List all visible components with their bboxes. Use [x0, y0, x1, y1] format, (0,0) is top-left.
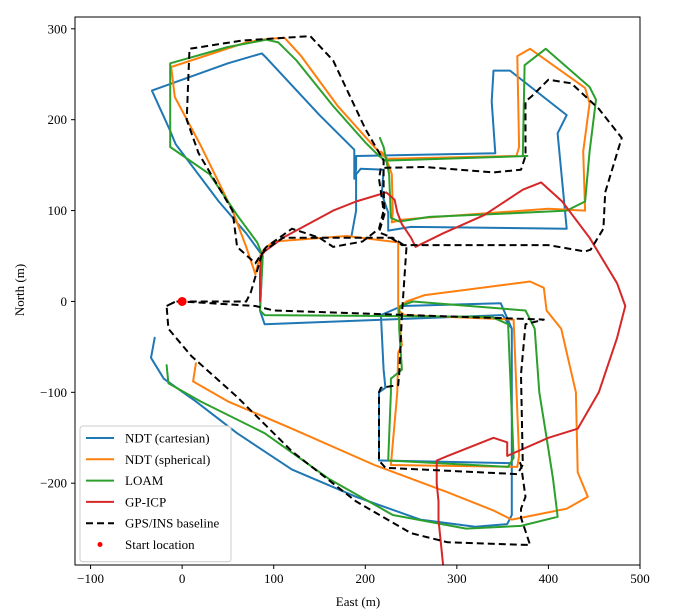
legend-label-ndt-cartesian: NDT (cartesian): [125, 431, 210, 446]
x-tick-label: 200: [356, 571, 376, 586]
legend: NDT (cartesian) NDT (spherical) LOAM GP-ICP…: [79, 425, 232, 563]
series-line-gps-ins-baseline: [165, 35, 623, 546]
x-tick-label: 100: [264, 571, 284, 586]
series-line-ndt-cartesian: [150, 52, 568, 528]
start-location-marker: [177, 296, 187, 306]
series-line-gp-icp: [259, 181, 627, 565]
y-axis-ticks: −200 −100 0 100 200 300: [40, 21, 75, 491]
y-tick-label: 100: [48, 203, 68, 218]
x-axis-ticks: −100 0 100 200 300 400 500: [77, 565, 650, 586]
legend-marker-start-location: [97, 542, 103, 547]
x-axis-label: East (m): [336, 594, 380, 609]
legend-label-start-location: Start location: [125, 537, 195, 552]
plot-area: [150, 35, 627, 565]
x-tick-label: −100: [77, 571, 104, 586]
y-tick-label: 0: [61, 294, 68, 309]
y-axis-label: North (m): [12, 264, 27, 316]
series-line-loam: [165, 38, 597, 530]
legend-label-loam: LOAM: [125, 473, 164, 488]
y-tick-label: 300: [48, 21, 68, 36]
x-tick-label: 500: [630, 571, 650, 586]
x-tick-label: 300: [447, 571, 467, 586]
y-tick-label: −200: [40, 476, 67, 491]
axes-border: [74, 16, 641, 566]
x-tick-label: 400: [539, 571, 559, 586]
legend-label-ndt-spherical: NDT (spherical): [125, 452, 210, 467]
x-tick-label: 0: [179, 571, 186, 586]
series-line-ndt-spherical: [170, 36, 591, 521]
y-tick-label: 200: [48, 112, 68, 127]
legend-box: [79, 425, 232, 563]
y-tick-label: −100: [40, 385, 67, 400]
legend-label-gps-ins-baseline: GPS/INS baseline: [125, 516, 219, 531]
axes-frame: [74, 16, 641, 566]
legend-label-gp-icp: GP-ICP: [125, 494, 166, 509]
